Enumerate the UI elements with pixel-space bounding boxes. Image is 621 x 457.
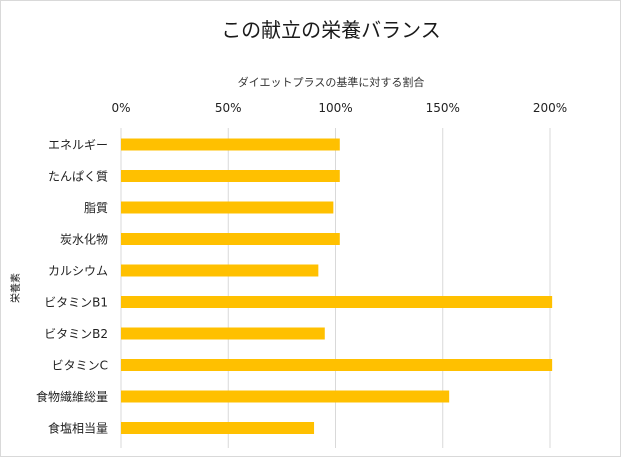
x-tick-labels: 0% 50% 100% 150% 200%: [111, 101, 567, 115]
x-tick-label: 0%: [111, 101, 130, 115]
category-label: 炭水化物: [60, 233, 108, 247]
chart-title: この献立の栄養バランス: [221, 18, 441, 42]
x-tick-label: 200%: [533, 101, 567, 115]
bar: [121, 201, 334, 214]
category-label: たんぱく質: [48, 169, 108, 184]
bar: [121, 233, 340, 245]
bar: [121, 138, 340, 151]
x-tick-label: 100%: [318, 101, 352, 115]
bar: [121, 327, 325, 340]
bars: [121, 138, 553, 434]
x-axis-label: ダイエットプラスの基準に対する割合: [238, 75, 425, 89]
bar: [121, 296, 553, 308]
category-label: エネルギー: [48, 138, 108, 152]
bar: [121, 390, 450, 403]
bar: [121, 264, 319, 277]
category-label: 食塩相当量: [48, 421, 108, 436]
bar: [121, 170, 340, 182]
category-label: ビタミンC: [52, 359, 108, 373]
category-label: ビタミンB1: [44, 296, 108, 310]
category-label: ビタミンB2: [44, 327, 108, 341]
x-tick-label: 150%: [426, 101, 460, 115]
category-label: カルシウム: [48, 264, 108, 278]
category-label: 食物繊維総量: [36, 389, 108, 404]
y-axis-label: 栄養素: [9, 273, 22, 303]
x-tick-label: 50%: [215, 101, 242, 115]
category-label: 脂質: [84, 200, 108, 215]
bar: [121, 422, 315, 434]
bar: [121, 359, 553, 371]
